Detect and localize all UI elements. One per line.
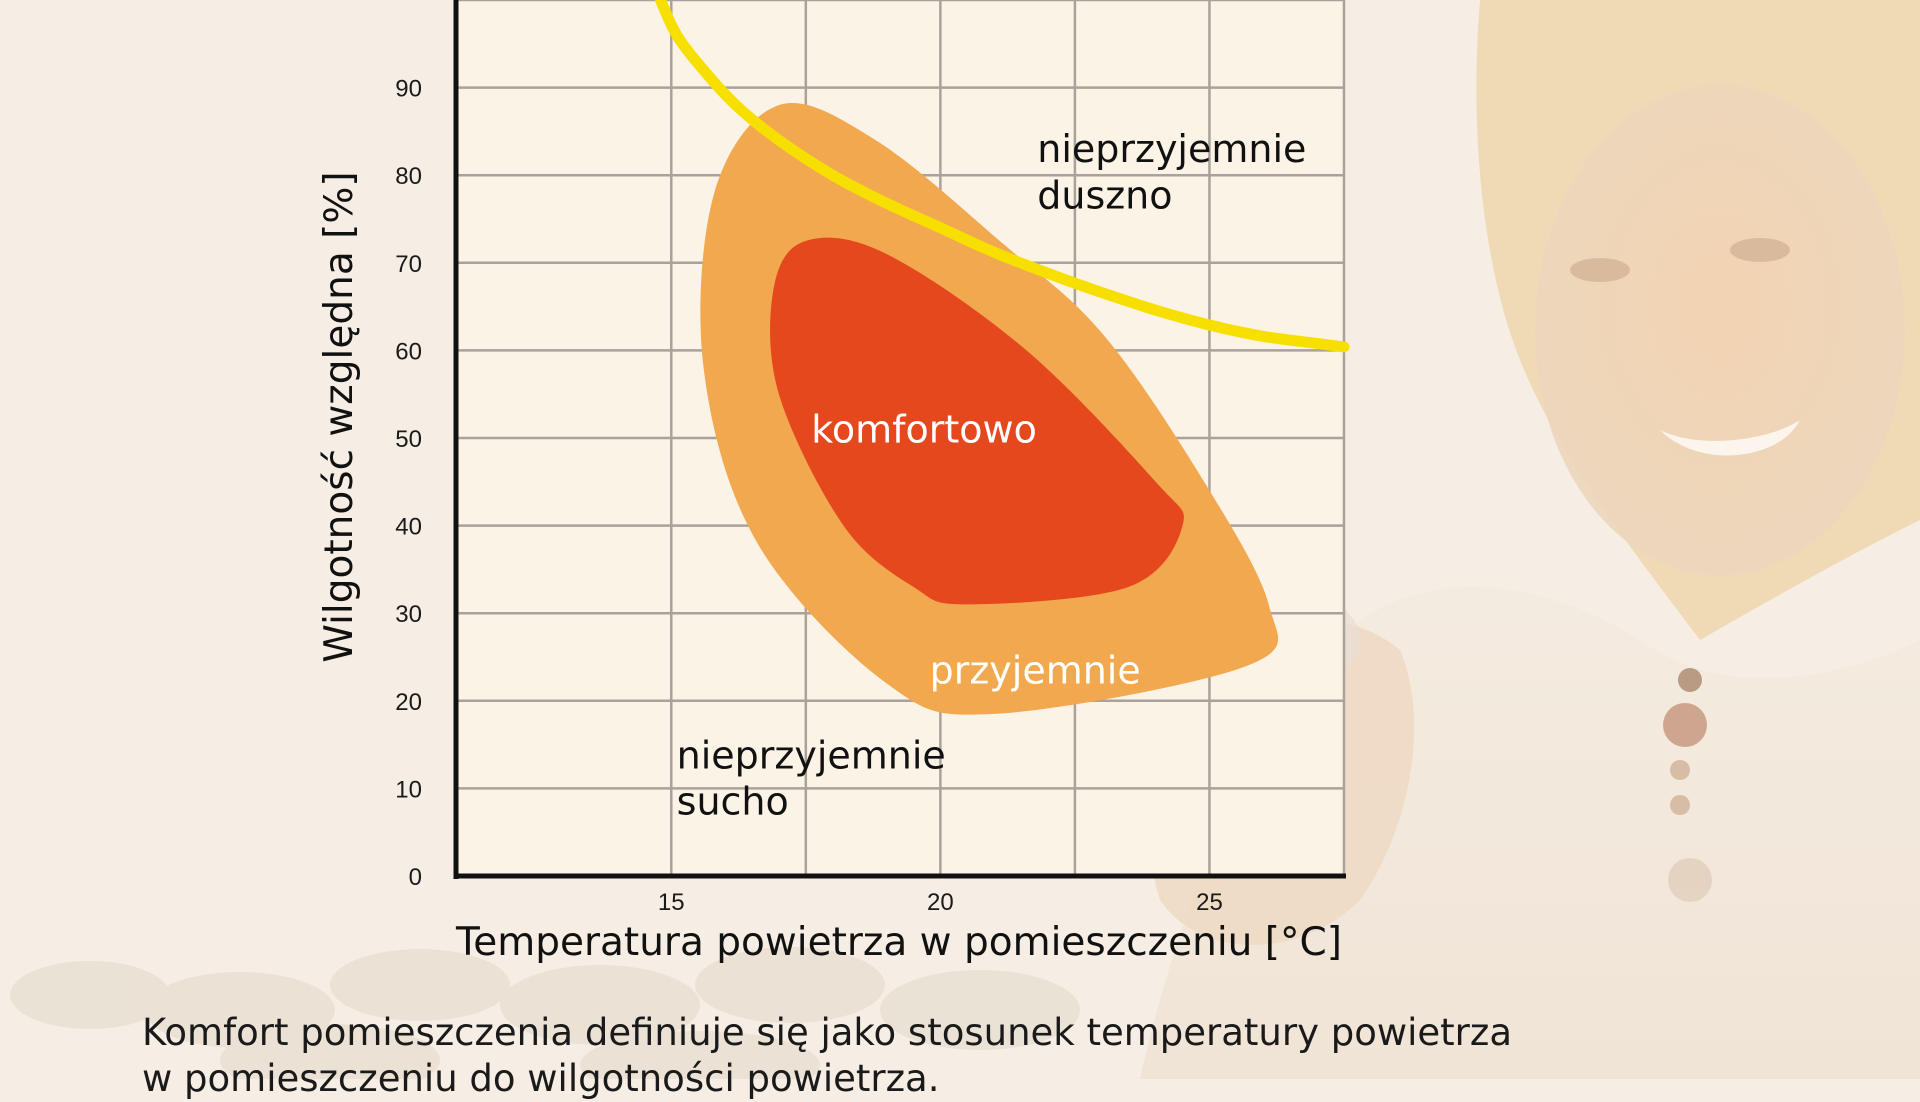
region-label: duszno [1037, 173, 1172, 217]
humidity-curve [655, 0, 1350, 353]
region-label: nieprzyjemnie [1037, 127, 1306, 171]
caption-line-1: Komfort pomieszczenia definiuje się jako… [142, 1011, 1512, 1054]
y-tick-label: 90 [395, 76, 422, 103]
y-tick-label: 50 [395, 426, 422, 453]
region-label: sucho [677, 780, 789, 824]
face-shape [1535, 85, 1905, 575]
y-tick-label: 20 [395, 689, 422, 716]
y-tick-label: 10 [395, 776, 422, 803]
comfort-regions [700, 103, 1279, 715]
y-tick-label: 80 [395, 163, 422, 190]
comfort-chart: 0 10 20 30 40 50 60 70 80 90 15 20 25 nieprzyjemnie… [317, 0, 1350, 965]
y-tick-label: 40 [395, 514, 422, 541]
region-label: komfortowo [811, 407, 1037, 451]
y-tick-labels: 0 10 20 30 40 50 60 70 80 90 [395, 76, 422, 891]
comfort-region-2 [770, 237, 1184, 605]
axes [453, 0, 1346, 879]
necklace [1663, 668, 1712, 902]
x-tick-label: 20 [927, 889, 954, 916]
humidity-limit-curve [655, 0, 1350, 353]
region-labels: nieprzyjemniedusznokomfortowoprzyjemnien… [677, 127, 1307, 824]
y-tick-label: 70 [395, 251, 422, 278]
stones-decoration [10, 947, 1080, 1079]
x-tick-labels: 15 20 25 [658, 889, 1223, 916]
region-label: nieprzyjemnie [677, 733, 946, 777]
x-axis-label: Temperatura powietrza w pomieszczeniu [°… [455, 920, 1342, 965]
caption: Komfort pomieszczenia definiuje się jako… [142, 1010, 1702, 1102]
y-tick-label: 60 [395, 338, 422, 365]
y-axis-label: Wilgotność względna [%] [317, 171, 362, 662]
y-tick-label: 30 [395, 601, 422, 628]
caption-line-2: w pomieszczeniu do wilgotności powietrza… [142, 1057, 940, 1100]
y-tick-label: 0 [409, 864, 422, 891]
x-tick-label: 25 [1196, 889, 1223, 916]
region-label: przyjemnie [930, 648, 1141, 692]
x-tick-label: 15 [658, 889, 685, 916]
